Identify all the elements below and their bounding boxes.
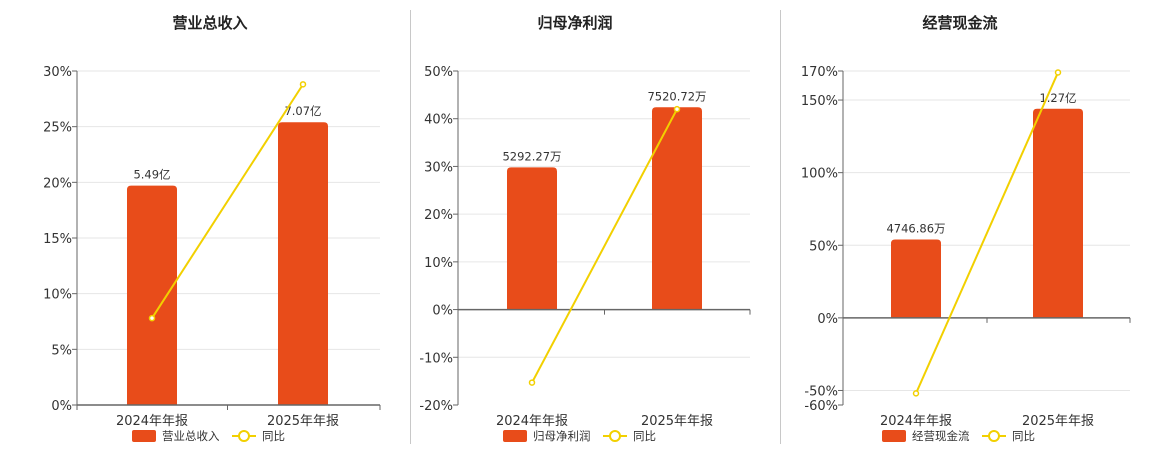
bar (127, 185, 177, 405)
panel-divider (410, 10, 411, 444)
y-tick-label: 30% (43, 65, 72, 80)
chart-title: 经营现金流 (922, 14, 997, 32)
x-tick-label: 2024年年报 (116, 414, 188, 429)
yoy-point (673, 105, 681, 113)
y-tick-label: 40% (424, 113, 453, 128)
revenue-chart-panel: 营业总收入 30% 25% 20% 15% 10% 5% 0% 5.49亿 7.07亿 2024年年… (0, 0, 400, 450)
bar-data-label: 5292.27万 (502, 149, 561, 163)
y-tick-label: -50% (804, 384, 838, 399)
y-tick-label: 10% (424, 256, 453, 271)
y-tick-label: 5% (51, 343, 72, 358)
bar-data-label: 7.07亿 (284, 104, 321, 118)
y-tick-label: 10% (43, 288, 72, 303)
legend-bar-swatch (132, 430, 156, 442)
y-tick-label: -20% (419, 399, 453, 414)
y-tick-label: 100% (801, 167, 838, 182)
y-tick-label: -10% (419, 351, 453, 366)
legend-line-marker (238, 430, 250, 442)
y-tick-label: 170% (801, 65, 838, 80)
cash-flow-chart-panel: 经营现金流 170% 150% 100% 50% 0% -50% -60% 4746.86万 1.… (760, 0, 1160, 450)
yoy-point (912, 390, 920, 397)
legend-line-marker (988, 430, 1000, 442)
y-tick-label: 20% (43, 176, 72, 191)
chart-title: 归母净利润 (537, 14, 612, 32)
legend-bar-swatch (882, 430, 906, 442)
y-tick-label: -60% (804, 399, 838, 414)
net-profit-chart: 归母净利润 50% 40% 30% 20% 10% 0% -10% -20% 5292.27万 75… (419, 14, 751, 443)
y-tick-label: 0% (51, 399, 72, 414)
x-tick-label: 2025年年报 (641, 414, 713, 429)
y-tick-label: 50% (424, 65, 453, 80)
y-tick-label: 20% (424, 208, 453, 223)
y-tick-label: 15% (43, 232, 72, 247)
bar (278, 122, 328, 406)
yoy-point (148, 314, 156, 322)
chart-title: 营业总收入 (172, 14, 247, 32)
bar (507, 167, 557, 310)
x-tick-label: 2025年年报 (267, 414, 339, 429)
y-tick-label: 0% (432, 304, 453, 319)
bar (1033, 108, 1083, 318)
legend-line-label: 同比 (262, 429, 285, 443)
yoy-line (151, 83, 304, 319)
bar (652, 107, 702, 310)
bar-data-label: 4746.86万 (886, 221, 945, 235)
y-tick-label: 30% (424, 160, 453, 175)
y-tick-label: 50% (809, 239, 838, 254)
yoy-point (528, 379, 536, 386)
yoy-line (915, 72, 1059, 394)
yoy-point (299, 81, 307, 88)
legend-line-marker (609, 430, 621, 442)
bar-data-label: 5.49亿 (133, 168, 170, 182)
bar (891, 239, 941, 318)
x-tick-label: 2025年年报 (1022, 414, 1094, 429)
legend-line-label: 同比 (633, 429, 656, 443)
y-tick-label: 0% (817, 312, 838, 327)
bar-data-label: 7520.72万 (647, 89, 706, 103)
net-profit-chart-panel: 归母净利润 50% 40% 30% 20% 10% 0% -10% -20% 5292.27万 75… (380, 0, 780, 450)
panel-divider (780, 10, 781, 444)
yoy-line (531, 108, 678, 384)
legend-bar-label: 经营现金流 (912, 429, 970, 443)
yoy-point (1054, 69, 1062, 76)
cash-flow-chart: 经营现金流170%150%100%50%0%-50%-60%4746.86万1.… (801, 14, 1131, 443)
x-tick-label: 2024年年报 (880, 414, 952, 429)
legend-line-label: 同比 (1012, 429, 1035, 443)
legend-bar-label: 营业总收入 (162, 429, 220, 443)
legend-bar-label: 归母净利润 (533, 429, 591, 443)
legend-bar-swatch (503, 430, 527, 442)
y-tick-label: 25% (43, 121, 72, 136)
revenue-chart: 营业总收入 30% 25% 20% 15% 10% 5% 0% 5.49亿 7.07亿 2024年年… (43, 14, 381, 443)
y-tick-label: 150% (801, 94, 838, 109)
x-tick-label: 2024年年报 (496, 414, 568, 429)
